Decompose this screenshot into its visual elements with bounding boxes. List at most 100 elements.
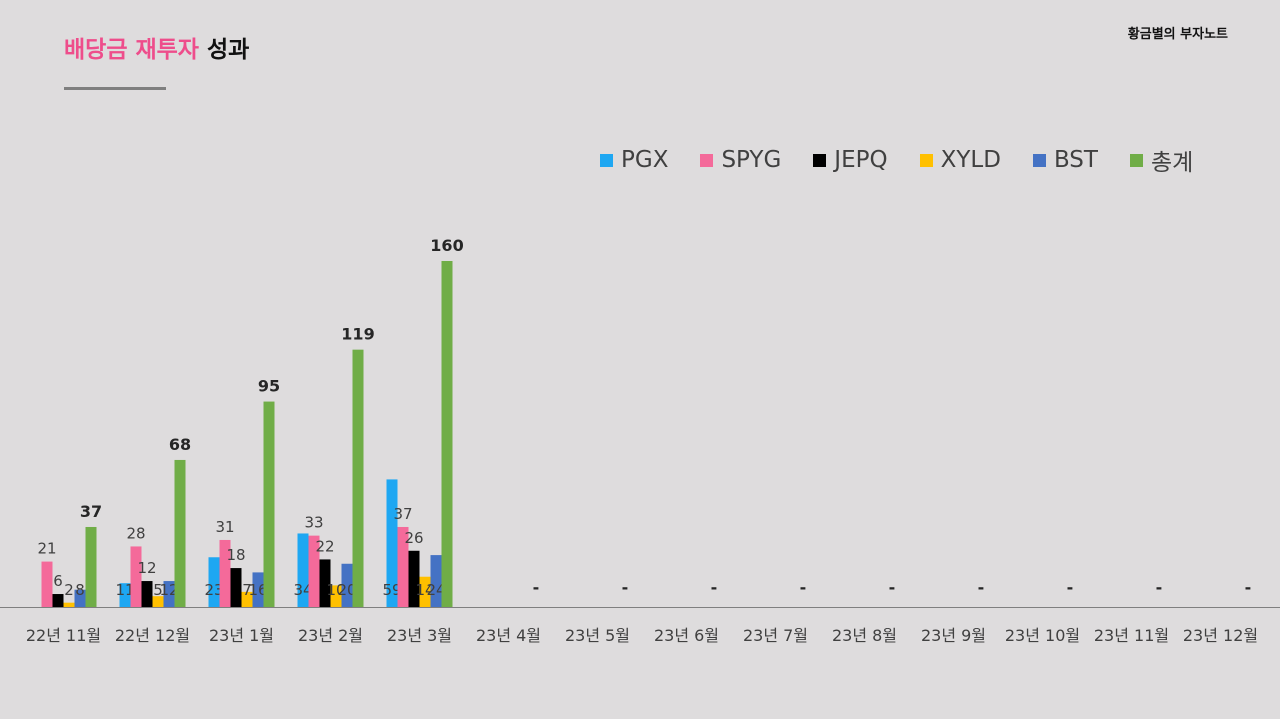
data-label-총계-0: 37	[80, 502, 102, 521]
legend-label: JEPQ	[834, 147, 888, 173]
page-title-rest: 성과	[206, 37, 250, 63]
legend-label: SPYG	[721, 147, 782, 173]
data-label-총계-5: -	[533, 578, 540, 597]
legend-swatch	[1032, 153, 1046, 167]
legend-swatch	[919, 153, 933, 167]
x-tick-label-5: 23년 4월	[476, 626, 541, 645]
bar-PGX-1	[119, 583, 131, 607]
bar-JEPQ-3	[319, 559, 331, 607]
bar-JEPQ-4	[408, 550, 420, 607]
data-label-XYLD-2: 7	[242, 581, 252, 599]
data-label-XYLD-1: 5	[153, 581, 163, 599]
bar-JEPQ-1	[141, 581, 153, 607]
data-label-총계-3: 119	[341, 325, 374, 344]
bar-XYLD-3	[330, 585, 342, 607]
legend-item-0: PGX	[600, 147, 668, 173]
data-label-JEPQ-2: 18	[226, 546, 245, 564]
x-tick-label-2: 23년 1월	[209, 626, 274, 645]
data-label-총계-1: 68	[169, 435, 191, 454]
bar-BST-3	[341, 563, 353, 607]
bar-XYLD-1	[152, 596, 164, 607]
bar-JEPQ-2	[230, 568, 242, 607]
bar-SPYG-0	[41, 561, 53, 607]
data-label-SPYG-1: 28	[126, 524, 145, 542]
x-tick-label-7: 23년 6월	[654, 626, 719, 645]
data-label-XYLD-0: 2	[64, 581, 74, 599]
bar-BST-2	[252, 572, 264, 607]
data-label-JEPQ-3: 22	[315, 537, 334, 555]
legend-item-4: BST	[1032, 147, 1098, 173]
x-tick-label-8: 23년 7월	[743, 626, 808, 645]
data-label-총계-8: -	[800, 578, 807, 597]
data-label-PGX-3: 34	[293, 581, 312, 599]
data-label-BST-1: 12	[159, 581, 178, 599]
legend-swatch	[600, 153, 613, 167]
legend-label: 총계	[1150, 150, 1194, 176]
data-label-BST-4: 24	[426, 581, 445, 599]
data-label-PGX-1: 11	[115, 581, 134, 599]
data-label-BST-2: 16	[248, 581, 267, 599]
data-label-PGX-2: 23	[204, 581, 223, 599]
data-label-JEPQ-4: 26	[404, 529, 423, 547]
page-title: 배당금 재투자 성과	[64, 30, 249, 64]
bar-XYLD-4	[419, 576, 431, 607]
data-label-총계-10: -	[978, 578, 985, 597]
title-underline	[64, 87, 166, 90]
bar-XYLD-2	[241, 591, 253, 607]
bar-SPYG-4	[397, 526, 409, 607]
x-tick-label-4: 23년 3월	[387, 626, 452, 645]
data-label-총계-2: 95	[258, 377, 280, 396]
data-label-총계-12: -	[1156, 578, 1163, 597]
data-label-PGX-4: 59	[382, 581, 401, 599]
bar-JEPQ-0	[52, 594, 64, 607]
chart-legend: PGX SPYG JEPQ XYLD BST 총계	[600, 143, 1194, 177]
x-tick-label-10: 23년 9월	[921, 626, 986, 645]
data-label-총계-13: -	[1245, 578, 1252, 597]
x-tick-label-1: 22년 12월	[115, 626, 190, 645]
bar-SPYG-3	[308, 535, 320, 607]
x-tick-label-12: 23년 11월	[1094, 626, 1169, 645]
data-label-BST-0: 8	[75, 581, 85, 599]
bar-SPYG-2	[219, 539, 231, 607]
bar-PGX-3	[297, 533, 309, 607]
bar-BST-0	[74, 589, 86, 607]
bar-총계-0	[85, 526, 97, 607]
legend-label: PGX	[621, 147, 669, 173]
legend-item-3: XYLD	[919, 147, 1001, 173]
data-label-SPYG-4: 37	[393, 505, 412, 523]
x-tick-label-0: 22년 11월	[26, 626, 101, 645]
x-tick-label-6: 23년 5월	[565, 626, 630, 645]
data-label-BST-3: 20	[337, 581, 356, 599]
bar-PGX-2	[208, 557, 220, 607]
data-label-총계-11: -	[1067, 578, 1074, 597]
data-label-SPYG-0: 21	[37, 540, 56, 558]
legend-item-5: 총계	[1129, 143, 1194, 177]
brand-label: 황금별의 부자노트	[1127, 27, 1228, 42]
legend-label: BST	[1053, 147, 1098, 173]
data-label-JEPQ-1: 12	[137, 559, 156, 577]
legend-swatch	[1129, 153, 1143, 167]
legend-item-2: JEPQ	[813, 147, 888, 173]
page-title-highlight: 배당금 재투자	[64, 37, 199, 63]
data-label-총계-4: 160	[430, 236, 463, 255]
legend-label: XYLD	[940, 147, 1001, 173]
bar-총계-3	[352, 349, 364, 607]
bar-BST-1	[163, 581, 175, 607]
data-label-총계-6: -	[622, 578, 629, 597]
bar-BST-4	[430, 555, 442, 607]
x-tick-label-11: 23년 10월	[1005, 626, 1080, 645]
data-label-총계-9: -	[889, 578, 896, 597]
data-label-XYLD-4: 14	[415, 581, 434, 599]
bar-총계-2	[263, 401, 275, 607]
x-tick-label-3: 23년 2월	[298, 626, 363, 645]
legend-swatch	[700, 153, 714, 167]
legend-item-1: SPYG	[700, 147, 781, 173]
data-label-JEPQ-0: 6	[53, 572, 63, 590]
data-label-XYLD-3: 10	[326, 581, 345, 599]
data-label-SPYG-3: 33	[304, 514, 323, 532]
data-label-총계-7: -	[711, 578, 718, 597]
bar-XYLD-0	[63, 602, 75, 607]
x-tick-label-9: 23년 8월	[832, 626, 897, 645]
bar-총계-1	[174, 459, 186, 607]
